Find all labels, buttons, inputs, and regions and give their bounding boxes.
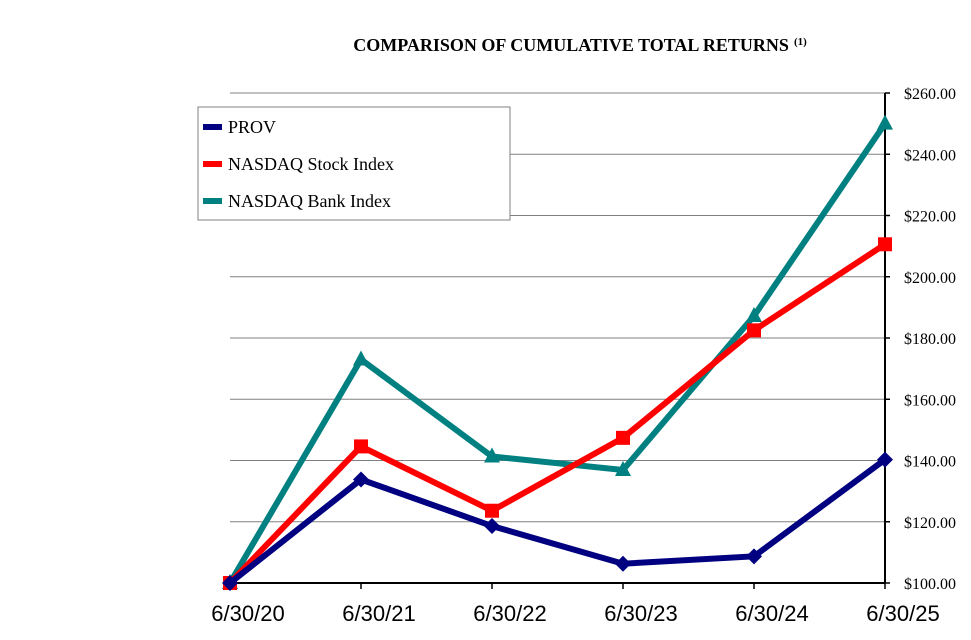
x-axis-tick-labels: 6/30/20 6/30/21 6/30/22 6/30/23 6/30/24 6/30/… <box>211 601 939 626</box>
data-point-nasdaq-stock-index <box>354 439 368 454</box>
y-tick-label: $260.00 <box>904 86 956 103</box>
data-point-nasdaq-bank-index <box>877 114 893 130</box>
axes <box>229 92 890 589</box>
data-point-prov <box>615 555 631 572</box>
legend-label: PROV <box>228 117 276 137</box>
y-axis-tick-labels: $100.00 $120.00 $140.00 $160.00 $180.00 $200.… <box>904 86 956 593</box>
series-line-nasdaq-stock-index <box>227 241 887 586</box>
data-point-prov <box>746 548 762 565</box>
series-prov <box>222 451 893 591</box>
data-point-prov <box>222 575 238 591</box>
series-line-nasdaq-bank-index <box>227 121 888 585</box>
x-tick-label: 6/30/24 <box>735 601 808 626</box>
data-point-prov <box>484 518 500 535</box>
data-point-nasdaq-bank-index <box>746 306 762 322</box>
x-tick-label: 6/30/20 <box>211 601 284 626</box>
data-point-nasdaq-stock-index <box>616 430 630 445</box>
legend-box <box>197 106 511 221</box>
x-tick-label: 6/30/23 <box>604 601 677 626</box>
data-point-nasdaq-stock-index <box>878 237 892 252</box>
y-tick-label: $220.00 <box>904 209 956 226</box>
series-line-prov <box>228 457 887 586</box>
data-point-nasdaq-bank-index <box>484 447 500 463</box>
y-tick-label: $140.00 <box>904 454 956 471</box>
y-tick-label: $180.00 <box>904 331 956 348</box>
y-tick-label: $100.00 <box>904 576 956 593</box>
x-tick-label: 6/30/25 <box>866 601 939 626</box>
data-point-prov <box>877 451 893 468</box>
x-tick-label: 6/30/22 <box>473 601 546 626</box>
legend-label: NASDAQ Bank Index <box>228 191 391 211</box>
y-tick-label: $120.00 <box>904 515 956 532</box>
series-group <box>222 114 893 591</box>
chart-title-superscript: (1) <box>794 36 807 48</box>
x-tick-label: 6/30/21 <box>342 601 415 626</box>
data-point-nasdaq-stock-index <box>485 503 499 518</box>
data-point-nasdaq-bank-index <box>353 350 369 366</box>
legend: PROV NASDAQ Stock Index NASDAQ Bank Index <box>197 106 511 221</box>
legend-label: NASDAQ Stock Index <box>228 154 394 174</box>
data-point-nasdaq-bank-index <box>615 460 631 476</box>
data-point-prov <box>353 471 369 488</box>
chart-title: COMPARISON OF CUMULATIVE TOTAL RETURNS (1… <box>353 35 807 55</box>
legend-item-nasdaq-bank-index: NASDAQ Bank Index <box>203 191 391 211</box>
data-point-nasdaq-stock-index <box>747 323 761 338</box>
y-tick-label: $160.00 <box>904 392 956 409</box>
legend-item-nasdaq-stock-index: NASDAQ Stock Index <box>203 154 394 174</box>
legend-item-prov: PROV <box>203 117 276 137</box>
y-tick-label: $200.00 <box>904 270 956 287</box>
y-tick-label: $240.00 <box>904 147 956 164</box>
series-nasdaq-stock-index <box>223 237 892 590</box>
